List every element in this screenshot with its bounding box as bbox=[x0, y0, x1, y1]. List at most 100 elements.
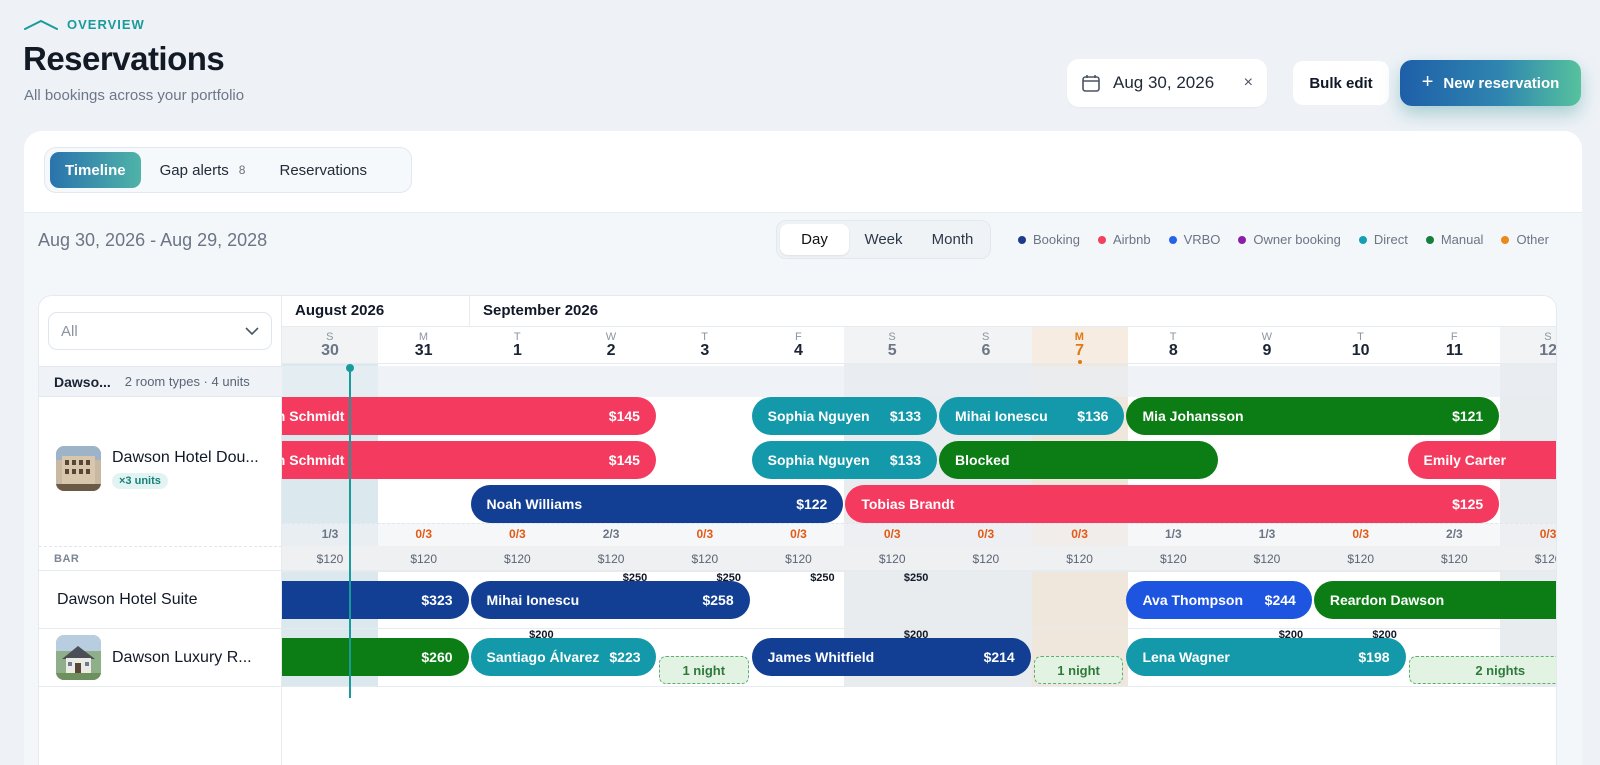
zoom-switch: Day Week Month bbox=[776, 220, 991, 259]
tab-label: Timeline bbox=[65, 161, 126, 179]
zoom-day[interactable]: Day bbox=[780, 224, 849, 255]
reservation-bar[interactable]: Mihai Ionescu $136 bbox=[939, 397, 1125, 435]
day-header[interactable]: T 10 bbox=[1312, 327, 1409, 364]
month-label: August 2026 bbox=[295, 302, 385, 319]
reservation-bar[interactable]: $260 bbox=[282, 638, 469, 676]
tab-timeline[interactable]: Timeline bbox=[50, 152, 141, 188]
guest-name: Santiago Álvarez bbox=[486, 649, 600, 665]
reservation-bar[interactable]: Tobias Brandt $125 bbox=[845, 485, 1500, 523]
tab-label: Gap alerts bbox=[159, 161, 229, 179]
reservation-amount: $133 bbox=[889, 452, 922, 468]
day-of-week: T bbox=[1357, 331, 1365, 343]
property-name: Dawson Hotel Dou... bbox=[112, 448, 259, 466]
bar-price-cell: $120 bbox=[410, 552, 438, 566]
day-number: 30 bbox=[321, 342, 339, 359]
day-of-week: W bbox=[605, 331, 617, 343]
timeline-grid: All Dawso... 2 room types · 4 units Daws… bbox=[38, 295, 1557, 765]
guest-name: Mia Johansson bbox=[1142, 408, 1244, 424]
guest-name: James Whitfield bbox=[767, 649, 875, 665]
reservation-bar[interactable]: Reardon Dawson bbox=[1313, 581, 1556, 619]
reservation-bar[interactable]: James Whitfield $214 bbox=[751, 638, 1031, 676]
bulk-edit-button[interactable]: Bulk edit bbox=[1293, 61, 1389, 105]
month-divider bbox=[469, 296, 470, 327]
reservation-bar[interactable]: Lena Wagner $198 bbox=[1126, 638, 1406, 676]
legend-label: Other bbox=[1516, 232, 1549, 247]
day-number: 6 bbox=[981, 342, 991, 359]
guest-name: ah Schmidt bbox=[282, 452, 345, 468]
property-row-luxury[interactable]: Dawson Luxury R... bbox=[39, 635, 282, 680]
guest-name: Blocked bbox=[955, 452, 1010, 468]
property-filter[interactable]: All bbox=[48, 312, 272, 350]
reservation-amount: $145 bbox=[608, 408, 640, 424]
bar-price-cell: $120 bbox=[1253, 552, 1281, 566]
day-number: 7 bbox=[1075, 342, 1085, 359]
day-of-week: M bbox=[418, 331, 429, 343]
new-reservation-button[interactable]: + New reservation bbox=[1400, 60, 1581, 106]
occupancy-cell: 0/3 bbox=[509, 527, 526, 541]
property-column: All Dawso... 2 room types · 4 units Daws… bbox=[39, 296, 282, 765]
legend-dot bbox=[1018, 235, 1026, 244]
property-row-double[interactable]: Dawson Hotel Dou... ×3 units bbox=[39, 446, 282, 491]
occupancy-cell: 0/3 bbox=[415, 527, 433, 541]
reservation-bar[interactable]: Noah Williams $122 bbox=[470, 485, 844, 523]
open-night-price: $250 bbox=[903, 572, 929, 584]
bar-price-cell: $120 bbox=[1347, 552, 1375, 566]
reservation-bar[interactable]: Santiago Álvarez $223 bbox=[470, 638, 656, 676]
occupancy-cell: 0/3 bbox=[1352, 527, 1370, 541]
day-header[interactable]: S 12 bbox=[1500, 327, 1556, 364]
property-name: Dawson Hotel Suite bbox=[57, 591, 198, 608]
day-header[interactable]: S 30 bbox=[282, 327, 378, 364]
reservation-bar[interactable]: $323 bbox=[282, 581, 469, 619]
reservation-bar[interactable]: Sophia Nguyen $133 bbox=[751, 397, 938, 435]
day-header[interactable]: M 31 bbox=[375, 327, 472, 364]
day-header[interactable]: F 11 bbox=[1406, 327, 1503, 364]
legend-dot bbox=[1501, 235, 1510, 244]
timeline-card: Timeline Gap alerts 8 Reservations Aug 30… bbox=[24, 131, 1582, 765]
reservation-bar[interactable]: Ava Thompson $244 bbox=[1126, 581, 1312, 619]
reservation-amount: $198 bbox=[1358, 649, 1390, 665]
today-marker bbox=[1077, 360, 1082, 364]
close-icon[interactable]: × bbox=[1243, 74, 1253, 91]
plus-icon: + bbox=[1421, 70, 1434, 93]
zoom-month[interactable]: Month bbox=[931, 231, 974, 248]
reservation-bar[interactable]: Emily Carter bbox=[1407, 441, 1556, 479]
day-number: 31 bbox=[414, 342, 433, 359]
roof-icon bbox=[24, 19, 58, 30]
day-number: 1 bbox=[512, 342, 522, 359]
chevron-down-icon bbox=[245, 326, 259, 335]
reservation-bar[interactable]: Mia Johansson $121 bbox=[1126, 397, 1500, 435]
reservation-amount: $214 bbox=[983, 649, 1015, 665]
property-row-suite[interactable]: Dawson Hotel Suite bbox=[39, 572, 282, 628]
legend-label: Airbnb bbox=[1112, 232, 1151, 247]
bar-price-cell: $120 bbox=[1441, 552, 1468, 566]
gap-night-chip[interactable]: 1 night bbox=[658, 656, 749, 684]
reservation-bar[interactable]: Mihai Ionescu $258 bbox=[470, 581, 750, 619]
tab-reservations[interactable]: Reservations bbox=[264, 152, 382, 188]
guest-name: Ava Thompson bbox=[1142, 592, 1244, 608]
row-divider bbox=[282, 571, 1556, 572]
reservation-bar[interactable]: ah Schmidt $145 bbox=[282, 397, 656, 435]
legend-item: Manual bbox=[1425, 232, 1483, 247]
property-group-row[interactable]: Dawso... 2 room types · 4 units bbox=[39, 366, 282, 397]
zoom-week[interactable]: Week bbox=[864, 231, 903, 248]
reservation-bar[interactable]: Blocked bbox=[939, 441, 1219, 479]
gap-count-badge: 8 bbox=[238, 163, 246, 177]
date-value: Aug 30, 2026 bbox=[1113, 73, 1215, 92]
reservation-bar[interactable]: Sophia Nguyen $133 bbox=[751, 441, 938, 479]
guest-name: Sophia Nguyen bbox=[767, 452, 870, 468]
gap-night-chip[interactable]: 2 nights bbox=[1408, 656, 1556, 684]
new-reservation-label: New reservation bbox=[1443, 74, 1560, 92]
tab-gap-alerts[interactable]: Gap alerts 8 bbox=[145, 152, 261, 188]
reservation-bar[interactable]: ah Schmidt $145 bbox=[282, 441, 656, 479]
date-picker[interactable]: Aug 30, 2026 × bbox=[1067, 59, 1267, 107]
gap-night-chip[interactable]: 1 night bbox=[1033, 656, 1124, 684]
